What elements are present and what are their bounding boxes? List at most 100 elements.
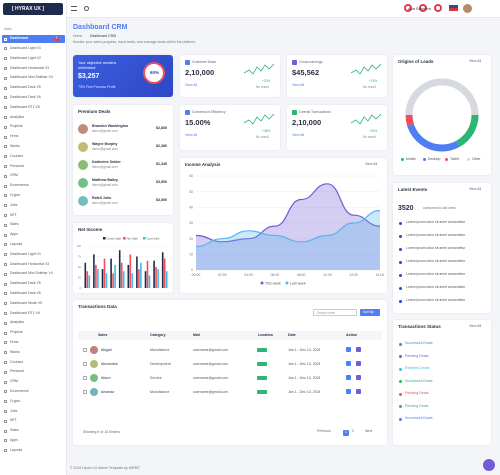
legend-swatch [445,158,448,161]
menu-item[interactable]: Dashboard Horizontal V3 [2,64,65,72]
pager-button[interactable]: Next [365,429,373,433]
menu-icon [4,439,7,443]
edit-button[interactable] [346,375,351,380]
edit-button[interactable] [346,347,351,352]
x-tick-label: 06:00 [270,273,279,277]
menu-item[interactable]: Layouts [2,447,65,455]
menu-item[interactable]: Crypto [2,192,65,200]
menu-item[interactable]: Jobs [2,202,65,210]
menu-item[interactable]: Ecommerce [2,182,65,190]
menu-item[interactable]: Dashboard Light V1 [2,251,65,259]
row-checkbox[interactable] [83,362,87,366]
stat-value: 2,10,000 [292,118,322,127]
menu-item[interactable]: Sales [2,221,65,229]
menu-item[interactable]: Apps [2,437,65,445]
delete-button[interactable] [356,389,361,394]
menu-icon [4,115,7,119]
stat-link[interactable]: View All [292,133,305,137]
search-box[interactable]: Search here [313,309,357,316]
search-icon[interactable] [84,6,89,11]
menu-item[interactable]: Dashboard RTL V6 [2,309,65,317]
menu-item[interactable]: Apps [2,231,65,239]
delete-button[interactable] [356,361,361,366]
menu-item[interactable]: Dashboard Light V2 [2,55,65,63]
view-all[interactable]: View All [469,59,482,63]
menu-item[interactable]: Dashboard Horizontal V3 [2,260,65,268]
y-tick-label: 50 [78,265,82,269]
alert-icon[interactable] [404,4,412,12]
pager-button[interactable]: 1 [343,430,349,436]
stat-link[interactable]: View All [185,83,198,87]
row-checkbox[interactable] [83,348,87,352]
menu-item[interactable]: Personal [2,162,65,170]
menu-item[interactable]: Dashboard Dark V6 [2,94,65,102]
delete-button[interactable] [356,375,361,380]
menu-item[interactable]: Dashboard Dark V6 [2,290,65,298]
menu-item[interactable]: Analytics [2,113,65,121]
sort-button[interactable]: Sort By [360,309,380,316]
user-name[interactable]: Ava Sanders [408,6,431,11]
view-all[interactable]: View All [469,187,482,191]
stat-link[interactable]: View All [292,83,305,87]
sidebar-section: Main [4,27,12,31]
menu-item[interactable]: Layouts [2,241,65,249]
menu-item[interactable]: Hrms [2,133,65,141]
menu-icon [4,272,7,276]
menu-item[interactable]: Dashboard Mode V5 [2,300,65,308]
menu-item[interactable]: NFT [2,211,65,219]
menu-item[interactable]: Projects [2,329,65,337]
menu-item[interactable]: Dashboard Light V1 [2,45,65,53]
settings-fab[interactable] [483,459,495,471]
net-income-card: Net Income 0 25 50 75 100 Gross Sale Net Sale Co… [73,223,173,293]
row-avatar [90,374,98,382]
menu-item[interactable]: Crypto [2,398,65,406]
y-tick-label: 25 [78,276,82,280]
menu-item[interactable]: Dashboard 3 [2,35,65,43]
column-header: Date [288,333,296,337]
menu-item[interactable]: Personal [2,368,65,376]
menu-item[interactable]: CRM [2,378,65,386]
menu-item[interactable]: Dashboard Dark V5 [2,280,65,288]
menu-item[interactable]: Hrms [2,339,65,347]
sparkline [244,63,274,75]
menu-icon[interactable] [71,6,77,11]
breadcrumb-home[interactable]: Home [73,34,83,38]
menu-item[interactable]: Courses [2,153,65,161]
row-checkbox[interactable] [83,390,87,394]
menu-item[interactable]: Jobs [2,407,65,415]
menu-item[interactable]: CRM [2,172,65,180]
menu-item[interactable]: Works [2,349,65,357]
view-all[interactable]: View All [365,162,378,166]
bar [144,271,147,288]
status-label: Successful Deals [405,416,433,420]
menu-item[interactable]: Ecommerce [2,388,65,396]
menu-item[interactable]: Projects [2,123,65,131]
view-all[interactable]: View All [469,324,482,328]
edit-button[interactable] [346,389,351,394]
delete-button[interactable] [356,347,361,352]
notify-icon[interactable] [419,4,427,12]
avatar[interactable] [463,4,472,13]
x-tick-label: 10:00 [323,273,332,277]
row-checkbox[interactable] [83,376,87,380]
menu-item[interactable]: Dashboard Mini Sidebar V4 [2,270,65,278]
menu-item[interactable]: NFT [2,417,65,425]
flag-icon[interactable] [449,5,458,11]
menu-item[interactable]: Sales [2,427,65,435]
menu-icon [4,174,7,178]
message-icon[interactable] [434,4,442,12]
menu-item[interactable]: Analytics [2,319,65,327]
menu-label: Dashboard Dark V6 [10,290,41,295]
menu-item[interactable]: Works [2,143,65,151]
menu-item[interactable]: Courses [2,358,65,366]
legend-label: Net Sale [127,236,139,240]
stat-link[interactable]: View All [185,133,198,137]
menu-item[interactable]: Dashboard Mini Sidebar V4 [2,74,65,82]
menu-label: Crypto [10,398,21,403]
bar [114,264,116,288]
edit-button[interactable] [346,361,351,366]
menu-item[interactable]: Dashboard Dark V5 [2,84,65,92]
pager-button[interactable]: Previous [317,429,331,433]
pager-button[interactable]: 2 [352,429,354,433]
menu-item[interactable]: Dashboard RTL V6 [2,104,65,112]
